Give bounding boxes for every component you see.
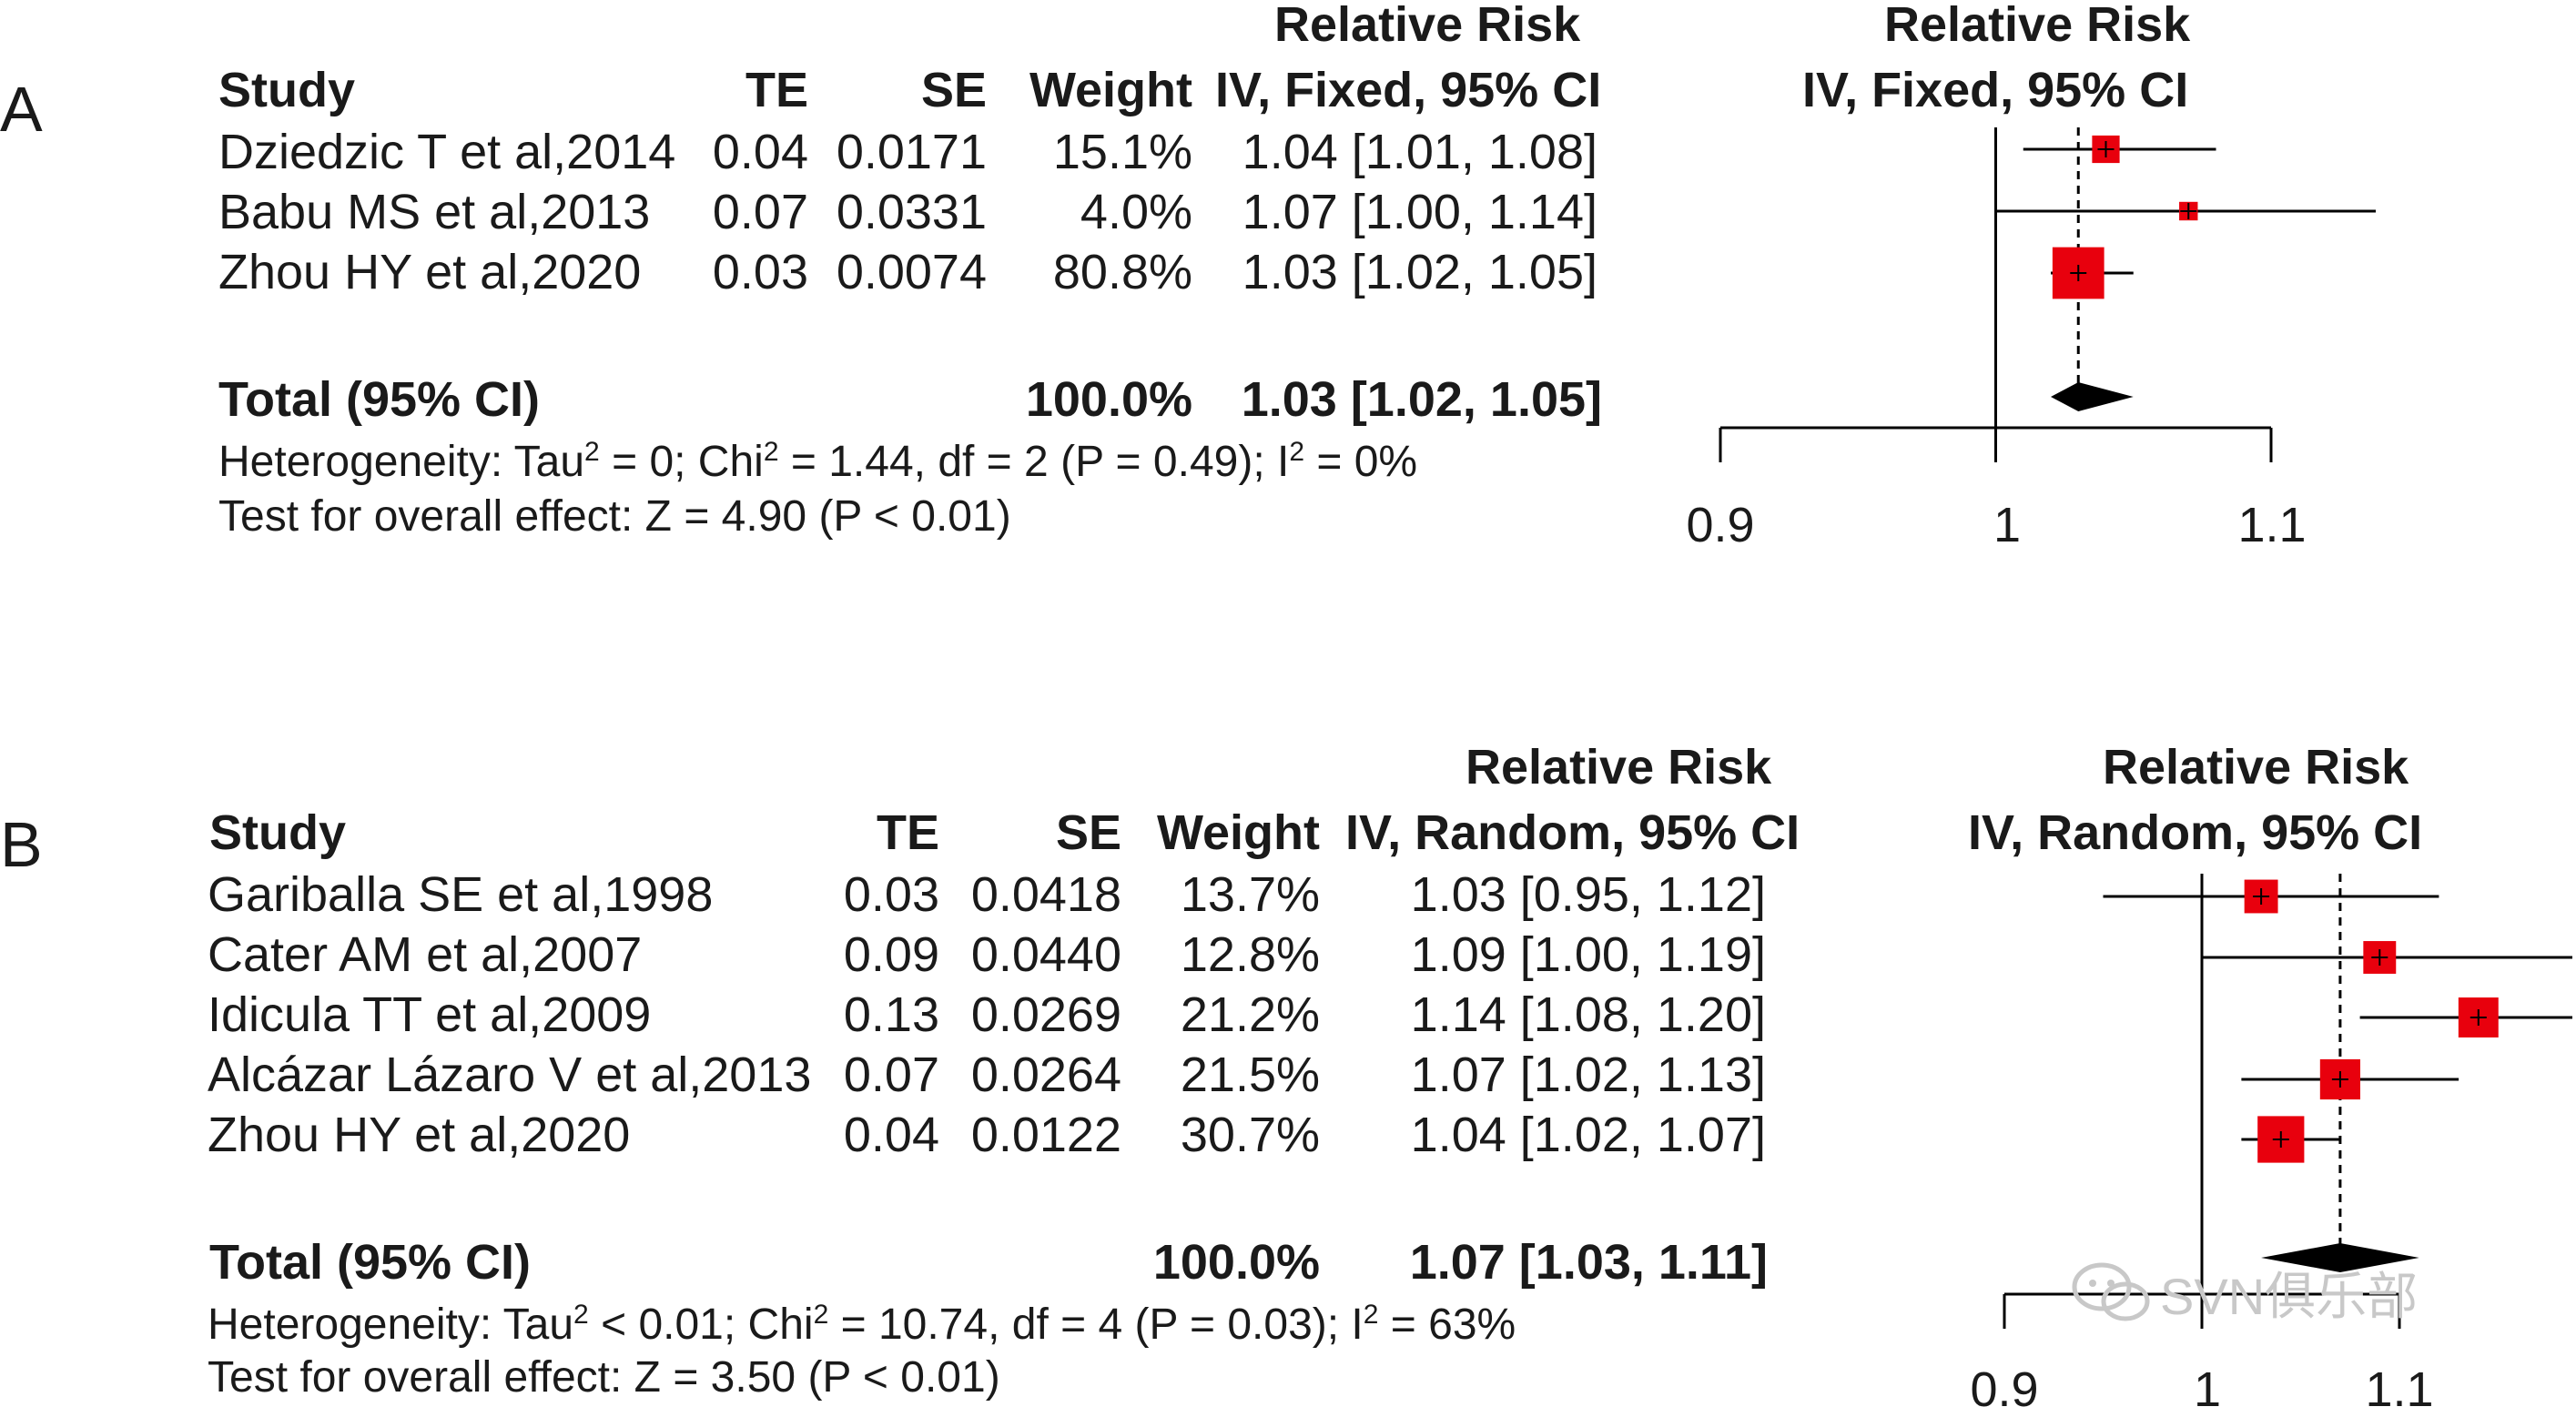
study-name: Babu MS et al,2013: [218, 185, 651, 239]
weight-header-b: Weight: [1157, 805, 1320, 860]
se-value: 0.0331: [836, 185, 987, 239]
total-ci: 1.03 [1.02, 1.05]: [1241, 372, 1602, 427]
ci-value: 1.03 [0.95, 1.12]: [1410, 867, 1766, 922]
ci-value: 1.04 [1.02, 1.07]: [1410, 1108, 1766, 1162]
study-name: Gariballa SE et al,1998: [208, 867, 714, 922]
panel-label-a: A: [0, 74, 43, 145]
pooled-diamond: [2051, 382, 2134, 411]
se-value: 0.0440: [970, 927, 1121, 982]
weight-value: 4.0%: [1080, 185, 1192, 239]
ci-header-top-a: Relative Risk: [1274, 0, 1581, 52]
ci-value: 1.04 [1.01, 1.08]: [1242, 125, 1597, 179]
x-tick-label: 1.1: [2365, 1362, 2434, 1417]
ci-value: 1.07 [1.00, 1.14]: [1242, 185, 1597, 239]
weight-value: 80.8%: [1052, 245, 1192, 299]
x-tick-label: 1.1: [2237, 498, 2307, 552]
study-name: Cater AM et al,2007: [208, 927, 643, 982]
study-name: Idicula TT et al,2009: [208, 987, 652, 1042]
study-name: Alcázar Lázaro V et al,2013: [208, 1048, 812, 1102]
ci-header-top-b: Relative Risk: [1465, 740, 1772, 795]
heterogeneity-text: Heterogeneity: Tau2 < 0.01; Chi2 = 10.74…: [208, 1300, 1516, 1349]
ci-value: 1.14 [1.08, 1.20]: [1410, 987, 1766, 1042]
te-value: 0.04: [843, 1108, 939, 1162]
total-weight: 100.0%: [1152, 1235, 1320, 1290]
te-header-a: TE: [745, 63, 808, 117]
total-label: Total (95% CI): [218, 372, 541, 427]
x-tick-label: 0.9: [1970, 1362, 2039, 1417]
te-value: 0.03: [843, 867, 939, 922]
te-value: 0.13: [843, 987, 939, 1042]
panel-label-b: B: [0, 809, 43, 880]
total-label: Total (95% CI): [209, 1235, 532, 1290]
plot-header-b: IV, Random, 95% CI: [1968, 805, 2423, 860]
weight-value: 13.7%: [1180, 867, 1320, 922]
te-value: 0.09: [843, 927, 939, 982]
te-value: 0.03: [712, 245, 808, 299]
weight-value: 21.5%: [1180, 1048, 1320, 1102]
study-name: Zhou HY et al,2020: [218, 245, 642, 299]
forest-plot-a: A Relative Risk Relative Risk Study TE S…: [0, 0, 2576, 655]
ci-value: 1.07 [1.02, 1.13]: [1410, 1048, 1766, 1102]
weight-value: 21.2%: [1180, 987, 1320, 1042]
overall-effect-text: Test for overall effect: Z = 3.50 (P < 0…: [208, 1353, 1000, 1402]
te-value: 0.07: [712, 185, 808, 239]
study-header-a: Study: [218, 63, 356, 117]
study-name: Dziedzic T et al,2014: [218, 125, 676, 179]
forest-plot-b: B Relative Risk Relative Risk Study TE S…: [0, 728, 2576, 1414]
weight-header-a: Weight: [1029, 63, 1192, 117]
wechat-bubble-icon: [2072, 1262, 2150, 1321]
plot-header-a: IV, Fixed, 95% CI: [1802, 63, 2189, 117]
overall-effect-text: Test for overall effect: Z = 4.90 (P < 0…: [218, 492, 1011, 541]
ci-header-a: IV, Fixed, 95% CI: [1215, 63, 1602, 117]
plot-header-top-a: Relative Risk: [1884, 0, 2191, 52]
x-tick-label: 1: [2193, 1362, 2222, 1417]
pooled-diamond: [2261, 1243, 2419, 1272]
se-header-b: SE: [1055, 805, 1121, 860]
x-tick-label: 0.9: [1686, 498, 1755, 552]
ci-header-b: IV, Random, 95% CI: [1345, 805, 1800, 860]
total-ci: 1.07 [1.03, 1.11]: [1409, 1235, 1768, 1290]
study-name: Zhou HY et al,2020: [208, 1108, 631, 1162]
se-value: 0.0122: [970, 1108, 1121, 1162]
heterogeneity-text: Heterogeneity: Tau2 = 0; Chi2 = 1.44, df…: [218, 437, 1418, 486]
se-value: 0.0074: [836, 245, 987, 299]
se-header-a: SE: [920, 63, 987, 117]
total-weight: 100.0%: [1025, 372, 1192, 427]
te-value: 0.07: [843, 1048, 939, 1102]
se-value: 0.0269: [970, 987, 1121, 1042]
weight-value: 30.7%: [1180, 1108, 1320, 1162]
x-tick-label: 1: [1993, 498, 2022, 552]
forest-plot-area-b: [2003, 874, 2572, 1329]
weight-value: 12.8%: [1180, 927, 1320, 982]
watermark: SVN俱乐部: [2071, 1256, 2418, 1330]
ci-value: 1.03 [1.02, 1.05]: [1242, 245, 1597, 299]
study-header-b: Study: [209, 805, 347, 860]
te-header-b: TE: [876, 805, 939, 860]
se-value: 0.0418: [970, 867, 1121, 922]
se-value: 0.0171: [836, 125, 987, 179]
weight-value: 15.1%: [1052, 125, 1192, 179]
watermark-text: SVN俱乐部: [2160, 1268, 2419, 1325]
se-value: 0.0264: [970, 1048, 1121, 1102]
forest-plot-area-a: [1719, 127, 2376, 462]
ci-value: 1.09 [1.00, 1.19]: [1410, 927, 1766, 982]
plot-header-top-b: Relative Risk: [2103, 740, 2409, 795]
te-value: 0.04: [712, 125, 808, 179]
